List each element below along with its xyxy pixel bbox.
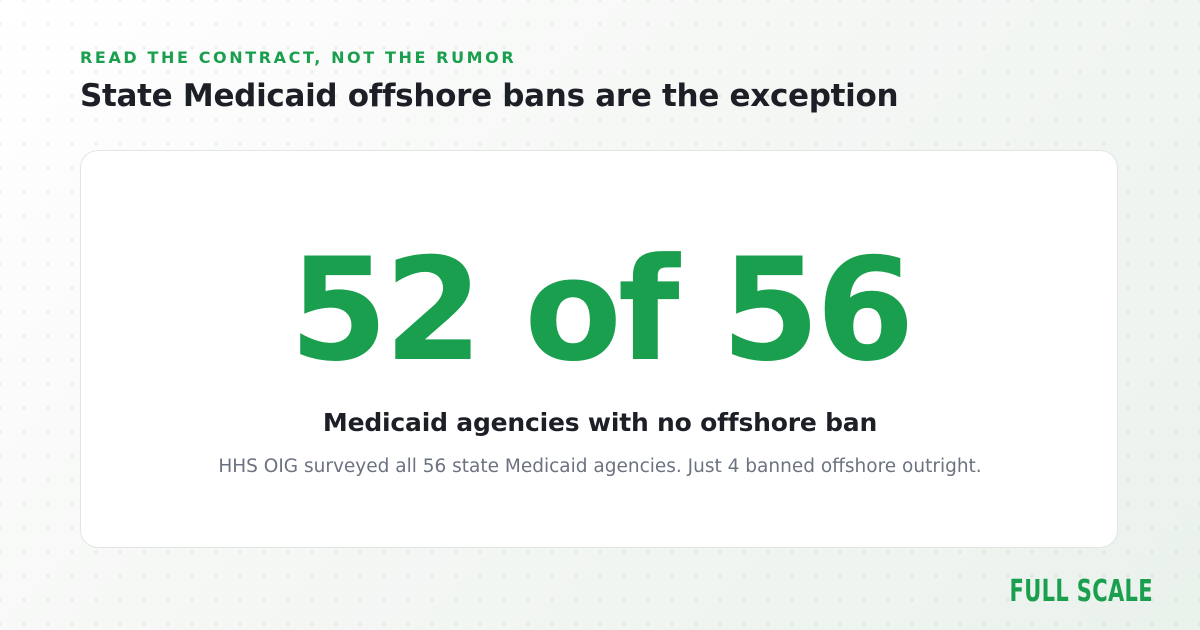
stat-value: 52 of 56 [289,228,914,393]
eyebrow-label: READ THE CONTRACT, NOT THE RUMOR [80,48,517,67]
stat-note: HHS OIG surveyed all 56 state Medicaid a… [218,456,982,477]
stat-card [80,150,1118,548]
brand-logo: FULL SCALE [1009,574,1153,609]
stat-label: Medicaid agencies with no offshore ban [322,408,878,437]
headline: State Medicaid offshore bans are the exc… [80,78,899,114]
